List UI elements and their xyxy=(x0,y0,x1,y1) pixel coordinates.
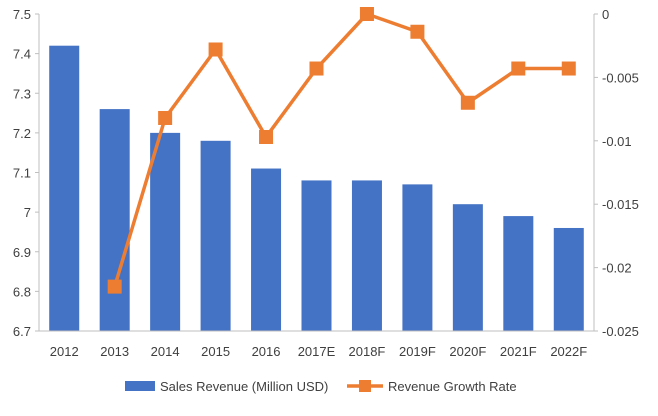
left-tick-label: 7.4 xyxy=(13,47,31,62)
bar-2014 xyxy=(150,132,181,331)
marker-2018F xyxy=(359,7,374,21)
x-tick-label: 2018F xyxy=(349,344,386,359)
bar-2022F xyxy=(553,227,584,331)
bar-2018F xyxy=(351,180,382,331)
growth-rate-line xyxy=(113,12,569,288)
x-tick-label: 2021F xyxy=(500,344,537,359)
bar-2021F xyxy=(503,216,534,331)
axes: 6.7 6.8 6.9 7 7.1 7.2 7.3 7.4 7.5 -0.025 -0.02 -0.0… xyxy=(13,7,639,359)
marker-2021F xyxy=(511,61,526,76)
left-tick-label: 7.5 xyxy=(13,7,31,22)
bar-2012 xyxy=(49,45,80,331)
bar-2015 xyxy=(200,140,231,331)
x-tick-label: 2014 xyxy=(151,344,180,359)
marker-2015 xyxy=(208,42,223,57)
left-tick-label: 7.3 xyxy=(13,86,31,101)
left-tick-label: 6.9 xyxy=(13,245,31,260)
legend: Sales Revenue (Million USD) Revenue Grow… xyxy=(125,379,517,394)
left-tick-label: 6.7 xyxy=(13,324,31,339)
left-tick-label: 6.8 xyxy=(13,284,31,299)
marker-2022F xyxy=(561,61,576,76)
x-tick-label: 2022F xyxy=(550,344,587,359)
legend-swatch-growth-marker xyxy=(359,380,371,392)
marker-2014 xyxy=(158,110,173,125)
right-tick-label: -0.02 xyxy=(602,261,632,276)
bar-2019F xyxy=(402,184,433,331)
x-tick-label: 2012 xyxy=(50,344,79,359)
right-tick-label: -0.01 xyxy=(602,134,632,149)
right-tick-label: -0.015 xyxy=(602,197,639,212)
x-tick-label: 2015 xyxy=(201,344,230,359)
x-tick-label: 2013 xyxy=(100,344,129,359)
x-tick-label: 2020F xyxy=(449,344,486,359)
left-tick-label: 7 xyxy=(24,205,31,220)
left-tick-label: 7.1 xyxy=(13,166,31,181)
line-series xyxy=(107,7,576,294)
legend-swatch-sales-revenue xyxy=(125,381,155,391)
bar-2016 xyxy=(251,168,282,331)
marker-2013 xyxy=(107,279,122,294)
right-tick-label: -0.005 xyxy=(602,70,639,85)
bar-2020F xyxy=(452,204,483,331)
left-tick-label: 7.2 xyxy=(13,126,31,141)
bar-2017E xyxy=(301,180,332,331)
right-tick-label: 0 xyxy=(602,7,609,22)
marker-2020F xyxy=(460,95,475,110)
legend-label-growth-rate: Revenue Growth Rate xyxy=(388,379,517,394)
x-tick-label: 2019F xyxy=(399,344,436,359)
marker-2016 xyxy=(259,129,274,144)
bar-2013 xyxy=(99,109,130,331)
marker-2017E xyxy=(309,61,324,76)
legend-label-sales-revenue: Sales Revenue (Million USD) xyxy=(160,379,328,394)
x-tick-label: 2017E xyxy=(298,344,336,359)
right-tick-label: -0.025 xyxy=(602,324,639,339)
bar-series xyxy=(49,45,584,331)
marker-2019F xyxy=(410,24,425,39)
x-tick-label: 2016 xyxy=(252,344,281,359)
